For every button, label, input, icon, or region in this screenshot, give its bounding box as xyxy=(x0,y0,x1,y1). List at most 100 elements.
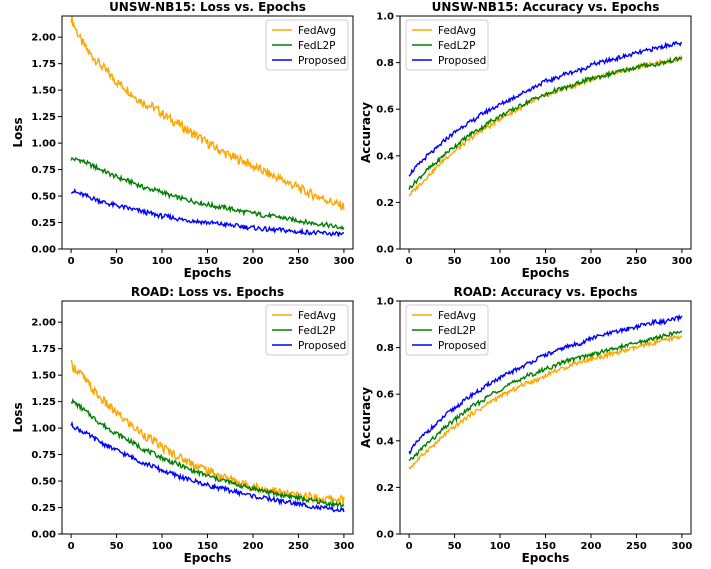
x-tick-label: 200 xyxy=(581,256,602,267)
y-tick-label: 1.75 xyxy=(31,344,56,355)
chart-title: ROAD: Accuracy vs. Epochs xyxy=(453,285,637,299)
chart-unsw-loss: 0 50 100 150 200 250 300 0.00 0.25 0.50 0.75 1.00 1.… xyxy=(11,0,354,280)
y-tick-label: 1.50 xyxy=(31,86,56,97)
y-tick-label: 0.8 xyxy=(376,343,394,354)
y-tick-label: 1.25 xyxy=(31,112,56,123)
y-tick-label: 1.00 xyxy=(31,139,56,150)
chart-unsw-accuracy: 0 50 100 150 200 250 300 0.0 0.2 0.4 0.6 0.8 1.0 UNSW… xyxy=(359,0,692,280)
legend-box xyxy=(405,304,489,356)
x-axis-label: Epochs xyxy=(522,551,570,565)
legend-box xyxy=(265,19,349,71)
x-tick-label: 200 xyxy=(581,541,602,552)
y-tick-label: 1.50 xyxy=(31,371,56,382)
series-line-fedl2p xyxy=(408,330,683,462)
legend-box xyxy=(265,304,349,356)
y-tick-label: 0.75 xyxy=(31,450,56,461)
x-tick-label: 50 xyxy=(110,256,124,267)
x-tick-label: 150 xyxy=(197,541,218,552)
legend-label-fedl2p: FedL2P xyxy=(438,325,475,337)
legend-label-fedavg: FedAvg xyxy=(438,310,476,322)
chart-title: UNSW-NB15: Accuracy vs. Epochs xyxy=(432,0,660,14)
y-tick-label: 0.4 xyxy=(376,436,394,447)
chart-road-accuracy: 0 50 100 150 200 250 300 0.0 0.2 0.4 0.6 0.8 1.0 ROAD… xyxy=(359,285,692,565)
y-tick-label: 1.00 xyxy=(31,424,56,435)
legend-label-proposed: Proposed xyxy=(438,340,486,352)
y-axis-label: Loss xyxy=(11,117,25,147)
x-tick-label: 300 xyxy=(671,541,692,552)
x-tick-label: 0 xyxy=(406,541,413,552)
x-tick-label: 200 xyxy=(243,541,264,552)
x-tick-label: 0 xyxy=(68,541,75,552)
chart-title: ROAD: Loss vs. Epochs xyxy=(131,285,284,299)
x-tick-label: 150 xyxy=(535,541,556,552)
y-axis-label: Accuracy xyxy=(359,387,373,448)
legend: FedAvg FedL2P Proposed xyxy=(265,19,349,71)
x-tick-label: 150 xyxy=(535,256,556,267)
y-tick-label: 0.2 xyxy=(376,483,394,494)
legend-label-fedl2p: FedL2P xyxy=(298,40,335,52)
y-tick-label: 0.8 xyxy=(376,58,394,69)
x-axis-label: Epochs xyxy=(184,266,232,280)
y-tick-label: 0.4 xyxy=(376,151,394,162)
y-tick-label: 0.6 xyxy=(376,390,394,401)
y-tick-label: 0.50 xyxy=(31,192,56,203)
chart-title: UNSW-NB15: Loss vs. Epochs xyxy=(109,0,306,14)
legend-label-fedavg: FedAvg xyxy=(438,25,476,37)
series-line-fedl2p xyxy=(70,397,345,509)
x-tick-label: 250 xyxy=(288,541,309,552)
y-tick-label: 0.0 xyxy=(376,530,394,541)
series-line-fedl2p xyxy=(408,56,683,190)
y-tick-label: 1.75 xyxy=(31,59,56,70)
x-tick-label: 250 xyxy=(626,541,647,552)
x-axis-label: Epochs xyxy=(184,551,232,565)
x-tick-label: 0 xyxy=(406,256,413,267)
legend-label-fedavg: FedAvg xyxy=(298,310,336,322)
y-tick-label: 2.00 xyxy=(31,318,56,329)
x-tick-label: 0 xyxy=(68,256,75,267)
x-tick-label: 50 xyxy=(448,541,462,552)
x-tick-label: 150 xyxy=(197,256,218,267)
series-line-fedavg xyxy=(70,16,345,211)
y-axis-label: Loss xyxy=(11,402,25,432)
legend-label-fedavg: FedAvg xyxy=(298,25,336,37)
y-tick-label: 0.25 xyxy=(31,218,56,229)
x-tick-label: 100 xyxy=(152,256,173,267)
y-tick-label: 0.00 xyxy=(31,245,56,256)
y-tick-label: 0.50 xyxy=(31,477,56,488)
y-tick-label: 0.25 xyxy=(31,503,56,514)
series-line-proposed xyxy=(70,420,345,513)
x-tick-label: 300 xyxy=(333,256,354,267)
y-tick-label: 0.75 xyxy=(31,165,56,176)
x-tick-label: 100 xyxy=(152,541,173,552)
legend: FedAvg FedL2P Proposed xyxy=(265,304,349,356)
x-tick-label: 250 xyxy=(626,256,647,267)
y-tick-label: 1.0 xyxy=(376,12,394,23)
x-tick-label: 250 xyxy=(288,256,309,267)
legend-label-fedl2p: FedL2P xyxy=(298,325,335,337)
x-tick-label: 50 xyxy=(448,256,462,267)
x-tick-label: 50 xyxy=(110,541,124,552)
series-line-fedl2p xyxy=(70,156,345,231)
y-tick-label: 0.6 xyxy=(376,105,394,116)
x-tick-label: 300 xyxy=(333,541,354,552)
y-tick-label: 2.00 xyxy=(31,33,56,44)
x-axis-label: Epochs xyxy=(522,266,570,280)
series-line-proposed xyxy=(408,41,683,177)
legend-box xyxy=(405,19,489,71)
x-tick-label: 100 xyxy=(490,256,511,267)
x-tick-label: 200 xyxy=(243,256,264,267)
legend-label-proposed: Proposed xyxy=(298,340,346,352)
y-tick-label: 0.00 xyxy=(31,530,56,541)
y-tick-label: 1.25 xyxy=(31,397,56,408)
x-tick-label: 100 xyxy=(490,541,511,552)
legend-label-proposed: Proposed xyxy=(438,55,486,67)
x-tick-label: 300 xyxy=(671,256,692,267)
legend-label-proposed: Proposed xyxy=(298,55,346,67)
y-tick-label: 0.2 xyxy=(376,198,394,209)
legend-label-fedl2p: FedL2P xyxy=(438,40,475,52)
legend: FedAvg FedL2P Proposed xyxy=(405,304,489,356)
series-line-proposed xyxy=(71,188,344,237)
legend: FedAvg FedL2P Proposed xyxy=(405,19,489,71)
series-line-fedavg xyxy=(408,54,683,197)
